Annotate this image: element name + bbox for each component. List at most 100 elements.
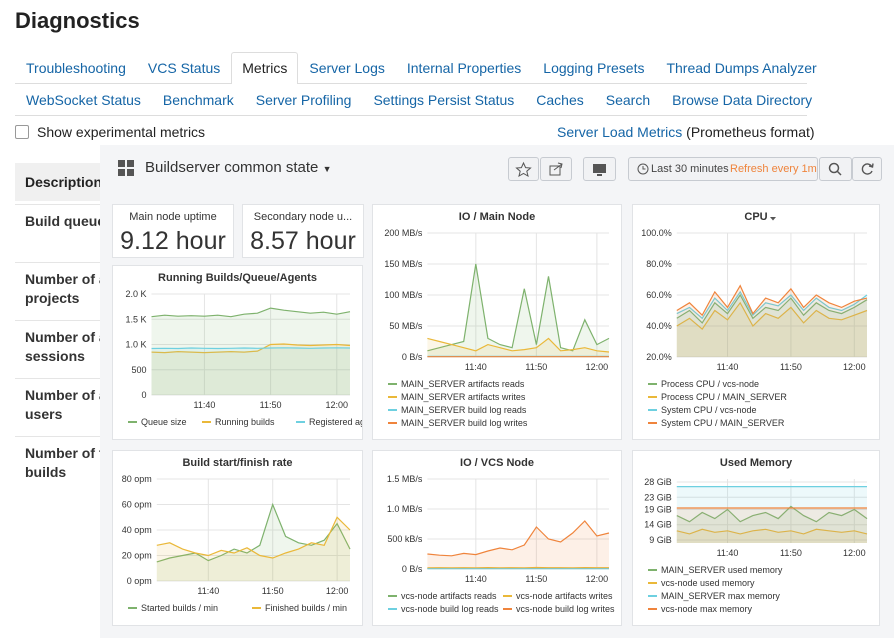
y-tick-label: 1.5 K <box>125 314 146 324</box>
metrics-note: (Prometheus format) <box>686 124 814 140</box>
stat-title: Secondary node u... <box>243 211 363 223</box>
tab[interactable]: WebSocket Status <box>15 84 152 115</box>
stat-panel: Main node uptime9.12 hour <box>112 204 234 258</box>
x-tick-label: 11:40 <box>197 586 219 596</box>
legend-label[interactable]: vcs-node build log reads <box>401 604 499 614</box>
legend-label[interactable]: System CPU / vcs-node <box>661 405 757 415</box>
star-button[interactable] <box>508 157 539 181</box>
tab[interactable]: Logging Presets <box>532 52 655 83</box>
tab[interactable]: Server Profiling <box>245 84 363 115</box>
refresh-button[interactable] <box>852 157 882 181</box>
y-tick-label: 14 GiB <box>644 520 672 530</box>
stat-unit: hour <box>306 227 356 255</box>
legend-label[interactable]: Process CPU / MAIN_SERVER <box>661 392 787 402</box>
legend-label[interactable]: System CPU / MAIN_SERVER <box>661 418 785 428</box>
panel: Running Builds/Queue/Agents05001.0 K1.5 … <box>112 265 363 440</box>
x-tick-label: 12:00 <box>843 362 866 372</box>
legend-label[interactable]: Started builds / min <box>141 603 218 613</box>
panel-menu-caret[interactable] <box>770 217 776 221</box>
y-tick-label: 50 MB/s <box>389 321 423 331</box>
x-tick-label: 12:00 <box>586 362 609 372</box>
tab[interactable]: Troubleshooting <box>15 52 137 83</box>
tab[interactable]: Settings Persist Status <box>362 84 525 115</box>
table-cell: Number of fbuilds <box>25 444 104 482</box>
tab[interactable]: Metrics <box>231 52 298 84</box>
dashboard-title: Buildserver common state <box>145 159 318 176</box>
area-fill <box>677 508 867 543</box>
table-cell-line: builds <box>25 463 104 482</box>
panel-title: CPU <box>744 211 767 223</box>
table-cell: Number of asessions <box>25 328 107 366</box>
legend-label[interactable]: vcs-node max memory <box>661 604 753 614</box>
tab[interactable]: Search <box>595 84 661 115</box>
tab[interactable]: Browse Data Directory <box>661 84 823 115</box>
dashboard-picker[interactable]: Buildserver common state ▼ <box>145 159 332 176</box>
x-tick-label: 11:40 <box>717 362 739 372</box>
x-tick-label: 11:50 <box>262 586 284 596</box>
table-header-text: Description <box>25 174 102 190</box>
legend-label[interactable]: MAIN_SERVER artifacts writes <box>401 392 526 402</box>
legend-label[interactable]: Registered agents <box>309 417 362 427</box>
tab[interactable]: Thread Dumps Analyzer <box>655 52 827 83</box>
table-cell-line: Number of a <box>25 328 107 347</box>
metrics-link[interactable]: Server Load Metrics <box>557 124 682 140</box>
legend-label[interactable]: Finished builds / min <box>265 603 347 613</box>
y-tick-label: 200 MB/s <box>384 228 423 238</box>
tab[interactable]: Caches <box>525 84 594 115</box>
x-tick-label: 11:50 <box>780 362 802 372</box>
legend-label[interactable]: vcs-node artifacts writes <box>516 591 613 601</box>
legend-label[interactable]: MAIN_SERVER artifacts reads <box>401 379 525 389</box>
table-cell: Number of ausers <box>25 386 107 424</box>
stat-value: 8.57 <box>250 227 299 255</box>
legend-label[interactable]: Queue size <box>141 417 187 427</box>
share-button[interactable] <box>540 157 572 181</box>
legend-label[interactable]: vcs-node artifacts reads <box>401 591 497 601</box>
area-fill <box>152 348 351 395</box>
y-tick-label: 19 GiB <box>644 504 672 514</box>
y-tick-label: 40.0% <box>646 321 672 331</box>
y-tick-label: 500 <box>131 365 146 375</box>
legend-label[interactable]: MAIN_SERVER build log reads <box>401 405 527 415</box>
x-tick-label: 11:40 <box>717 548 739 558</box>
y-tick-label: 500 kB/s <box>387 534 423 544</box>
legend-label[interactable]: vcs-node used memory <box>661 578 755 588</box>
tab[interactable]: Benchmark <box>152 84 245 115</box>
legend-label[interactable]: MAIN_SERVER used memory <box>661 565 783 575</box>
legend-label[interactable]: Process CPU / vcs-node <box>661 379 759 389</box>
legend-label[interactable]: MAIN_SERVER build log writes <box>401 418 528 428</box>
view-button[interactable] <box>583 157 616 181</box>
legend-label[interactable]: vcs-node build log writes <box>516 604 615 614</box>
table-cell-line: sessions <box>25 347 107 366</box>
stat-value-row: 9.12 hour <box>113 227 233 256</box>
y-tick-label: 1.5 MB/s <box>387 474 423 484</box>
y-tick-label: 60 opm <box>122 500 152 510</box>
time-range: Last 30 minutes <box>651 163 729 175</box>
y-tick-label: 28 GiB <box>644 477 672 487</box>
legend-label[interactable]: MAIN_SERVER max memory <box>661 591 780 601</box>
panel-title: IO / Main Node <box>459 211 535 223</box>
panel-chart: Used Memory9 GiB14 GiB19 GiB23 GiB28 GiB… <box>633 451 879 625</box>
panel-chart: CPU20.0%40.0%60.0%80.0%100.0%11:4011:501… <box>633 205 879 439</box>
y-tick-label: 23 GiB <box>644 492 672 502</box>
tab[interactable]: VCS Status <box>137 52 231 83</box>
tab[interactable]: Server Logs <box>298 52 395 83</box>
x-tick-label: 11:40 <box>465 362 487 372</box>
y-tick-label: 0 B/s <box>402 352 423 362</box>
y-tick-label: 1.0 MB/s <box>387 504 423 514</box>
time-picker[interactable]: Last 30 minutesRefresh every 1m <box>628 157 818 181</box>
panel: Used Memory9 GiB14 GiB19 GiB23 GiB28 GiB… <box>632 450 880 626</box>
y-tick-label: 100.0% <box>641 228 672 238</box>
table-cell: Number of aprojects <box>25 270 107 308</box>
zoom-button[interactable] <box>819 157 852 181</box>
tab[interactable]: Internal Properties <box>396 52 532 83</box>
page-title: Diagnostics <box>15 8 140 34</box>
x-tick-label: 12:00 <box>326 400 349 410</box>
checkbox[interactable] <box>15 125 29 139</box>
panel-chart: Build start/finish rate0 opm20 opm40 opm… <box>113 451 362 625</box>
legend-label[interactable]: Running builds <box>215 417 275 427</box>
table-cell-line: users <box>25 405 107 424</box>
panel-title: Used Memory <box>720 457 793 469</box>
y-tick-label: 60.0% <box>646 290 672 300</box>
x-tick-label: 11:40 <box>465 574 487 584</box>
checkbox-label[interactable]: Show experimental metrics <box>37 124 205 140</box>
